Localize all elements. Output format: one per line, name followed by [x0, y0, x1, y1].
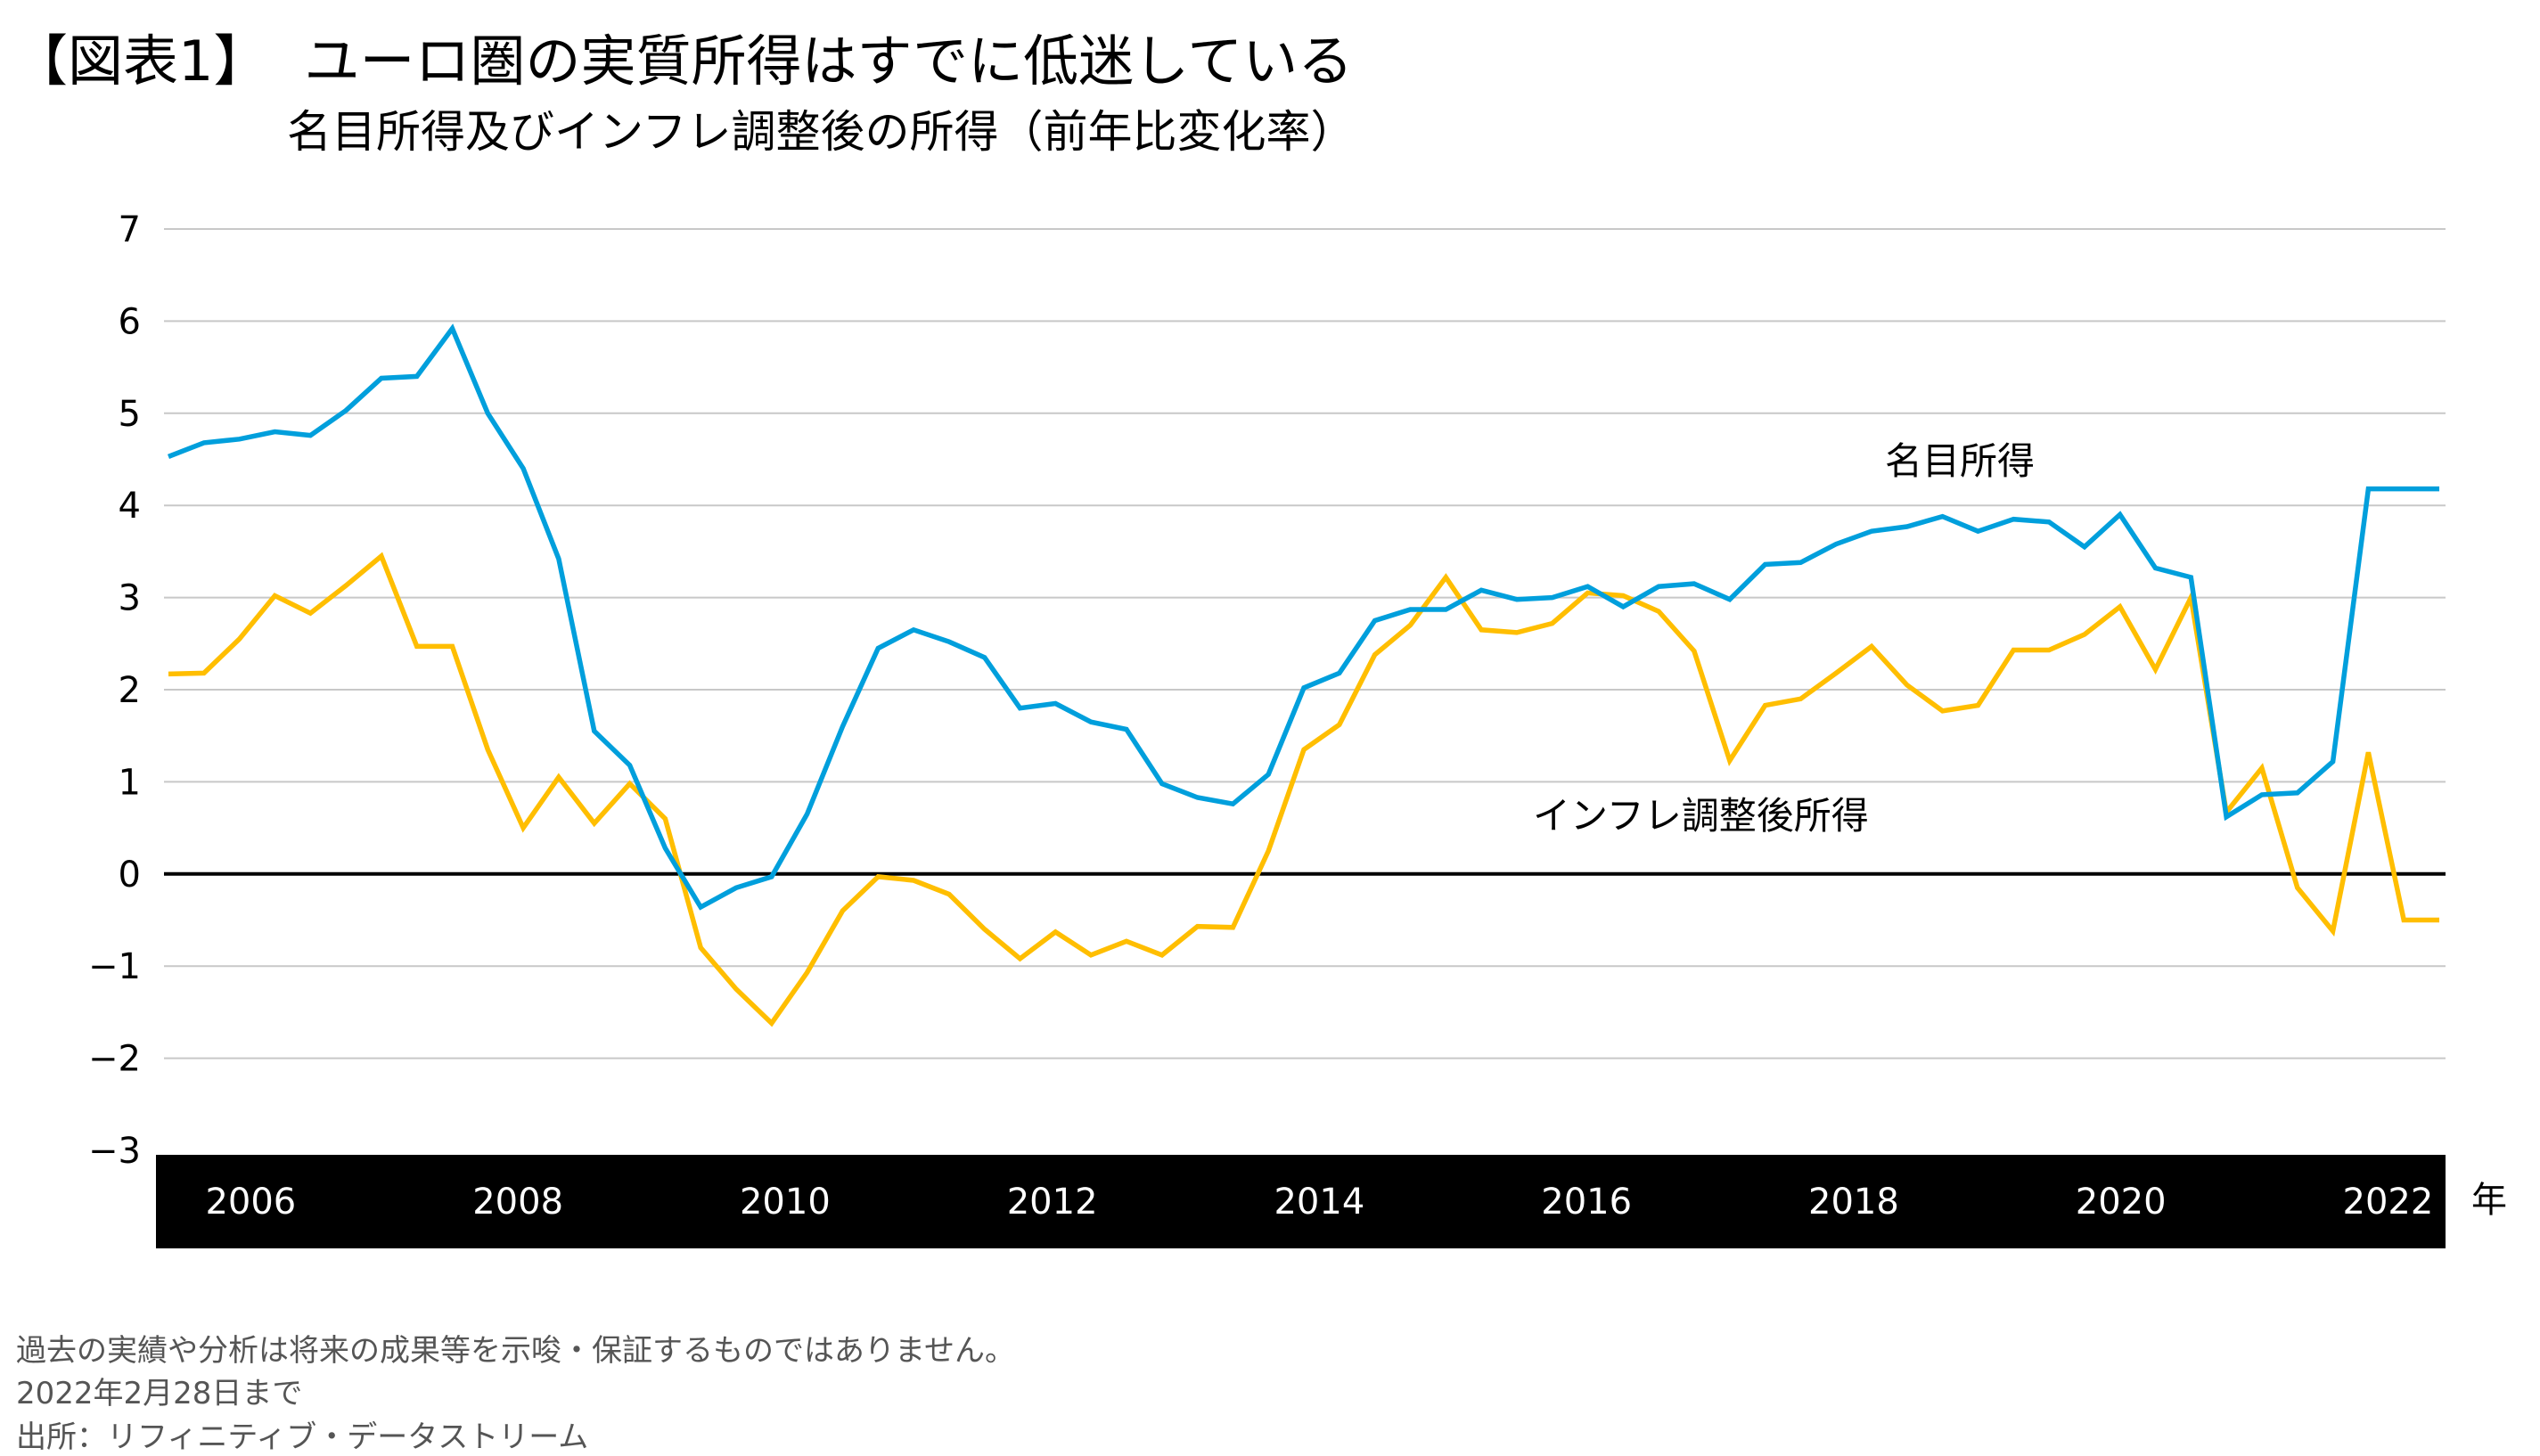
y-tick-label: 5	[119, 394, 141, 435]
chart-subtitle: 名目所得及びインフレ調整後の所得（前年比変化率）	[287, 106, 1356, 158]
footnote-disclaimer: 過去の実績や分析は将来の成果等を示唆・保証するものではありません。	[16, 1333, 1015, 1369]
y-tick-label: −3	[88, 1131, 141, 1172]
grid-lines	[164, 228, 2446, 1059]
x-axis-band	[156, 1155, 2446, 1248]
y-tick-label: 2	[119, 670, 141, 711]
series-line-real	[168, 552, 2439, 1027]
y-tick-label: 1	[119, 762, 141, 803]
title-text: ユーロ圏の実質所得はすでに低迷している	[304, 29, 1354, 94]
x-tick-label: 2018	[1808, 1182, 1899, 1223]
x-tick-label: 2010	[740, 1182, 831, 1223]
x-tick-label: 2014	[1274, 1182, 1364, 1223]
x-tick-label: 2008	[472, 1182, 563, 1223]
series-line-nominal	[168, 323, 2439, 911]
x-tick-label: 2006	[205, 1182, 296, 1223]
series-label-nominal: 名目所得	[1885, 439, 2035, 483]
series-lines	[168, 323, 2439, 1027]
x-tick-label: 2016	[1541, 1182, 1632, 1223]
x-axis-unit: 年	[2471, 1180, 2507, 1221]
y-axis-ticks: 7 6 5 4 3 2 1 0 −1 −2 −3	[88, 209, 141, 1172]
series-label-real: インフレ調整後所得	[1533, 794, 1869, 838]
y-tick-label: 7	[119, 209, 141, 250]
chart-title: 【図表1】 ユーロ圏の実質所得はすでに低迷している	[12, 16, 1353, 96]
x-tick-label: 2020	[2076, 1182, 2167, 1223]
figure-label: 【図表1】	[12, 29, 269, 94]
footnote-date: 2022年2月28日まで	[16, 1376, 303, 1411]
y-tick-label: 3	[119, 578, 141, 619]
x-tick-label: 2022	[2343, 1182, 2434, 1223]
x-tick-label: 2012	[1007, 1182, 1098, 1223]
footnote-source: 出所：リフィニティブ・データストリーム	[16, 1419, 589, 1455]
y-tick-label: 6	[119, 301, 141, 342]
y-tick-label: 0	[119, 855, 141, 896]
y-tick-label: 4	[119, 486, 141, 527]
y-tick-label: −1	[88, 946, 141, 987]
y-tick-label: −2	[88, 1039, 141, 1080]
x-axis-ticks: 2006 2008 2010 2012 2014 2016 2018 2020 2022	[205, 1182, 2433, 1223]
